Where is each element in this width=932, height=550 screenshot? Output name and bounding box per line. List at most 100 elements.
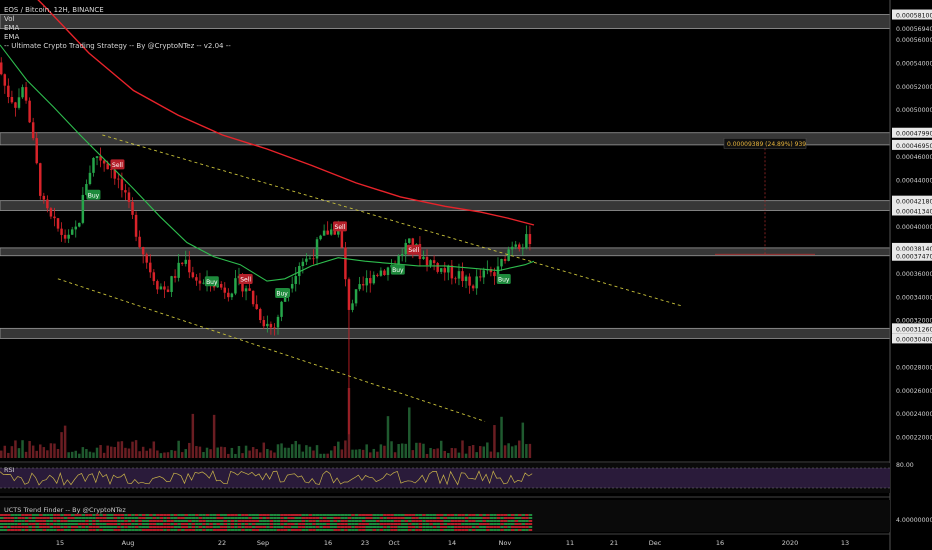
trend-finder-cell xyxy=(67,523,71,525)
candle-body xyxy=(379,270,383,276)
trend-finder-cell xyxy=(439,517,444,519)
trend-finder-cell xyxy=(195,517,199,519)
trend-finder-cell xyxy=(205,517,210,519)
trend-finder-cell xyxy=(60,514,64,516)
price-tick-bg-0 xyxy=(892,9,932,20)
trend-finder-cell xyxy=(340,529,345,531)
trend-finder-cell xyxy=(35,517,40,519)
trend-finder-cell xyxy=(152,526,157,528)
trend-finder-cell xyxy=(429,526,433,528)
trend-finder-cell xyxy=(365,526,370,528)
trend-finder-cell xyxy=(241,523,245,525)
candle-body xyxy=(432,260,436,264)
trend-finder-cell xyxy=(351,520,355,522)
trend-finder-cell xyxy=(354,529,359,531)
volume-bar xyxy=(319,453,322,458)
trend-finder-cell xyxy=(408,517,412,519)
trend-finder-cell xyxy=(234,523,238,525)
volume-bar xyxy=(344,440,347,458)
candle-body xyxy=(67,234,70,239)
volume-bar xyxy=(88,451,92,458)
trend-finder-cell xyxy=(486,526,490,528)
signal-label: Sell xyxy=(335,224,346,231)
volume-bar xyxy=(35,450,38,458)
trend-finder-cell xyxy=(425,526,430,528)
candle-body xyxy=(234,278,237,294)
trend-finder-cell xyxy=(35,520,40,522)
price-tick-label-21: 0.00026000 xyxy=(896,388,932,395)
trend-finder-cell xyxy=(450,523,455,525)
trend-finder-cell xyxy=(152,523,157,525)
trend-finder-cell xyxy=(7,523,11,525)
trend-finder-cell xyxy=(510,523,515,525)
trend-finder-cell xyxy=(397,517,401,519)
trend-finder-cell xyxy=(301,514,306,516)
trend-finder-cell xyxy=(507,517,511,519)
trend-finder-cell xyxy=(283,520,288,522)
trend-finder-cell xyxy=(120,526,125,528)
trend-finder-cell xyxy=(372,526,377,528)
trend-finder-cell xyxy=(88,520,93,522)
trend-finder-cell xyxy=(113,529,118,531)
trend-finder-cell xyxy=(408,523,412,525)
candle-body xyxy=(180,262,184,264)
trend-finder-cell xyxy=(67,520,71,522)
trend-finder-cell xyxy=(514,514,519,516)
trend-finder-cell xyxy=(454,523,458,525)
trend-finder-cell xyxy=(269,526,274,528)
trend-finder-cell xyxy=(117,523,121,525)
volume-bar xyxy=(163,452,166,458)
volume-bar xyxy=(177,440,180,458)
volume-bar xyxy=(21,440,24,458)
candle-body xyxy=(408,238,411,243)
trend-finder-cell xyxy=(358,517,362,519)
volume-bar xyxy=(7,452,10,458)
trend-finder-cell xyxy=(266,529,270,531)
trend-finder-cell xyxy=(202,514,206,516)
trend-finder-cell xyxy=(56,529,61,531)
trend-finder-cell xyxy=(475,520,479,522)
indicator-ema-2: EMA xyxy=(4,33,20,41)
trend-finder-cell xyxy=(53,526,57,528)
trend-finder-cell xyxy=(287,520,291,522)
candle-body xyxy=(489,269,493,273)
trend-finder-cell xyxy=(312,526,316,528)
trend-finder-cell xyxy=(184,514,189,516)
candle-body xyxy=(457,271,461,279)
trend-finder-cell xyxy=(180,514,185,516)
trend-finder-cell xyxy=(209,529,213,531)
candle-body xyxy=(337,229,340,235)
trend-finder-cell xyxy=(439,514,444,516)
trend-finder-cell xyxy=(53,517,57,519)
signal-label: Buy xyxy=(206,279,218,286)
candle-body xyxy=(244,288,248,292)
candle-body xyxy=(138,236,141,247)
candle-body xyxy=(198,280,202,284)
trend-finder-cell xyxy=(244,526,249,528)
trend-finder-cell xyxy=(170,526,174,528)
trend-finder-cell xyxy=(248,520,252,522)
trend-finder-cell xyxy=(198,526,203,528)
volume-bar xyxy=(74,450,77,458)
trend-finder-cell xyxy=(219,523,224,525)
trend-finder-cell xyxy=(408,526,412,528)
price-tick-bg-14 xyxy=(892,250,932,261)
trend-finder-cell xyxy=(418,514,423,516)
trend-finder-cell xyxy=(408,529,412,531)
trend-finder-cell xyxy=(493,526,497,528)
volume-bar xyxy=(287,447,290,458)
candle-body xyxy=(500,259,503,267)
trend-finder-cell xyxy=(255,517,260,519)
trend-finder-cell xyxy=(503,523,508,525)
trend-finder-cell xyxy=(280,526,284,528)
trend-finder-cell xyxy=(170,523,174,525)
trend-finder-cell xyxy=(180,526,185,528)
price-tick-label-15: 0.00036000 xyxy=(896,271,932,278)
trend-finder-cell xyxy=(344,517,348,519)
trend-finder-cell xyxy=(191,523,196,525)
trend-finder-cell xyxy=(269,517,274,519)
trend-finder-cell xyxy=(500,529,504,531)
trend-finder-cell xyxy=(180,523,185,525)
trend-finder-cell xyxy=(358,526,362,528)
